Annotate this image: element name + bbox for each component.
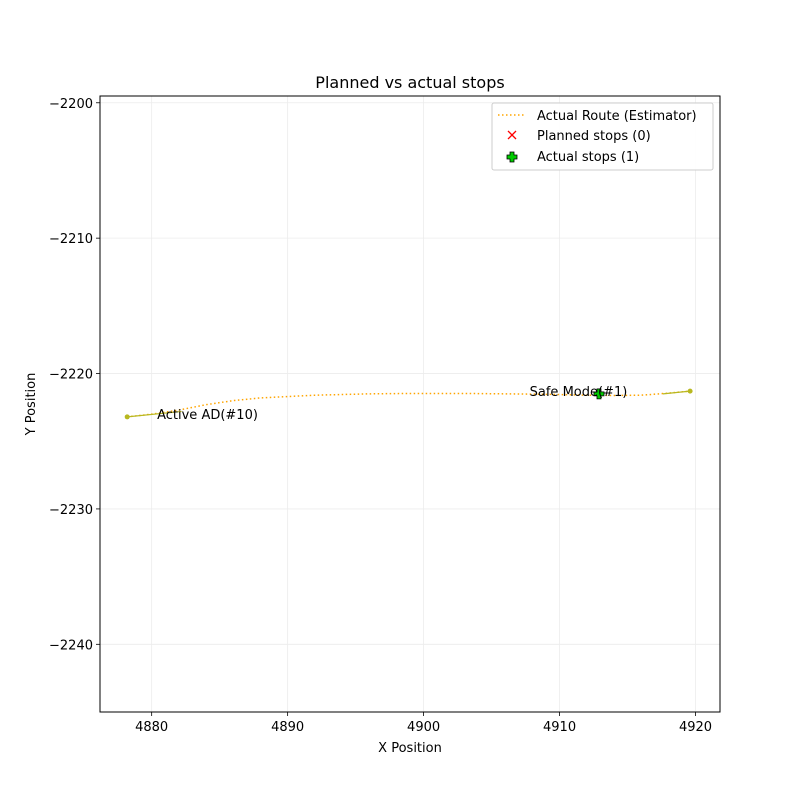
route-end-point [687,388,693,394]
series-layer: Active AD(#10) Safe Mode(#1) [124,385,693,423]
route-segment [127,410,182,418]
legend-planned-swatch [507,130,517,140]
x-tick-label: 4920 [679,720,712,735]
stop-annotation: Active AD(#10) [157,408,258,423]
chart-title: Planned vs actual stops [315,73,504,92]
y-axis-label: Y Position [24,373,39,437]
grid [100,96,720,712]
route-line [127,390,691,418]
y-tick-label: −2220 [49,368,93,383]
legend-route-label: Actual Route (Estimator) [537,109,697,124]
plot-frame [99,95,721,713]
legend: Actual Route (Estimator) Planned stops (… [491,102,714,171]
y-tick-label: −2210 [49,232,93,247]
x-tick-label: 4900 [407,720,440,735]
x-axis-label: X Position [378,741,442,756]
legend-box [491,102,714,171]
legend-planned-label: Planned stops (0) [537,129,651,144]
route-segment [662,390,691,395]
y-tick-label: −2200 [49,97,93,112]
y-tick-label: −2230 [49,503,93,518]
legend-actual-label: Actual stops (1) [537,150,639,165]
stop-annotation: Safe Mode(#1) [530,385,628,400]
legend-actual-swatch [506,151,518,163]
x-tick-label: 4880 [135,720,168,735]
ticks: 4880 4890 4900 4910 4920 −2200 −2210 −2220 −2230… [49,97,712,735]
x-tick-label: 4910 [543,720,576,735]
route-start-point [124,414,130,420]
actual-stop-marker [593,388,605,400]
y-tick-label: −2240 [49,638,93,653]
x-tick-label: 4890 [271,720,304,735]
